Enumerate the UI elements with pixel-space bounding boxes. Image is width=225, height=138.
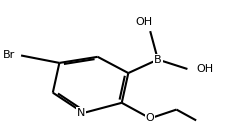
Text: N: N — [76, 108, 85, 118]
Text: OH: OH — [135, 17, 151, 27]
Text: OH: OH — [195, 64, 212, 74]
Text: O: O — [145, 113, 154, 123]
Text: B: B — [153, 55, 161, 65]
Text: Br: Br — [3, 51, 16, 60]
